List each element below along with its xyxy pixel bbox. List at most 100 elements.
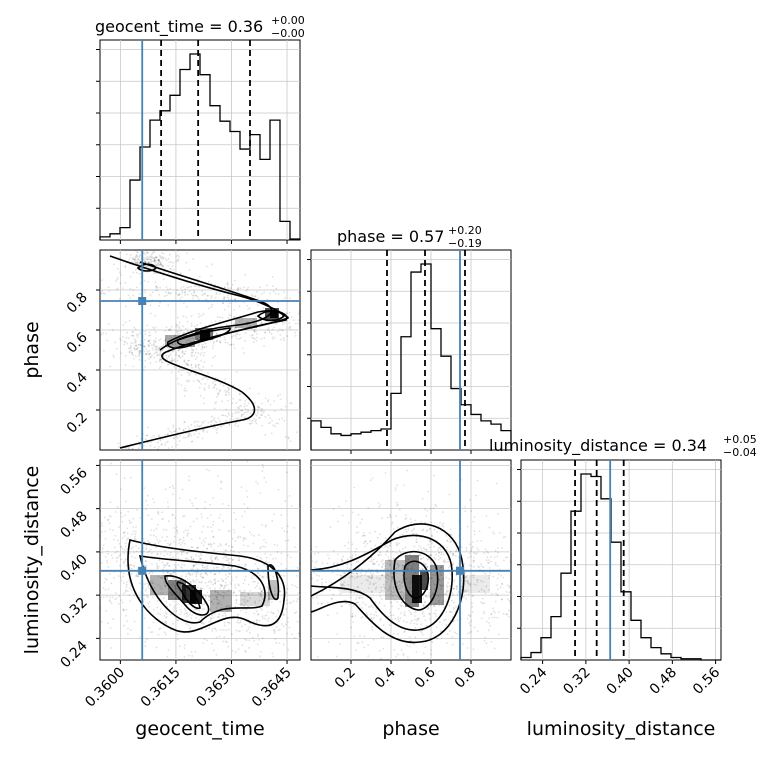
sample-point — [204, 568, 207, 571]
sample-point — [290, 402, 293, 405]
sample-point — [471, 605, 474, 608]
sample-point — [161, 345, 163, 348]
sample-point — [430, 577, 433, 580]
sample-point — [196, 507, 199, 510]
sample-point — [198, 618, 201, 621]
sample-point — [94, 573, 96, 575]
sample-point — [204, 559, 207, 562]
sample-point — [219, 513, 222, 516]
sample-point — [100, 298, 101, 301]
sample-point — [219, 341, 222, 344]
density-cell — [200, 330, 210, 340]
sample-point — [332, 563, 335, 566]
sample-point — [277, 395, 279, 397]
sample-point — [146, 324, 149, 327]
sample-point — [249, 324, 252, 327]
sample-point — [373, 562, 376, 565]
sample-point — [274, 586, 276, 589]
sample-point — [456, 588, 458, 591]
sample-point — [221, 414, 223, 417]
sample-point — [190, 371, 192, 374]
sample-point — [398, 564, 401, 567]
sample-point — [434, 558, 437, 561]
sample-point — [203, 402, 206, 405]
sample-point — [360, 582, 363, 585]
sample-point — [182, 539, 185, 542]
sample-point — [235, 602, 238, 605]
sample-point — [392, 542, 394, 544]
sample-point — [199, 322, 202, 325]
sample-point — [132, 365, 135, 368]
sample-point — [206, 431, 209, 433]
sample-point — [455, 574, 458, 577]
sample-point — [156, 354, 158, 357]
sample-point — [143, 350, 146, 353]
sample-point — [246, 506, 249, 509]
sample-point — [228, 562, 231, 565]
sample-point — [151, 291, 154, 294]
sample-point — [330, 455, 332, 457]
sample-point — [111, 529, 114, 532]
sample-point — [381, 574, 384, 577]
sample-point — [252, 620, 255, 623]
sample-point — [417, 618, 420, 621]
sample-point — [183, 612, 186, 615]
sample-point — [370, 577, 373, 579]
sample-point — [303, 565, 305, 567]
sample-point — [372, 617, 375, 619]
sample-point — [139, 344, 142, 347]
sample-point — [614, 575, 616, 577]
sample-point — [287, 436, 290, 439]
sample-point — [480, 588, 483, 591]
sample-point — [227, 559, 229, 562]
sample-point — [134, 259, 136, 261]
sample-point — [125, 583, 128, 586]
sample-point — [257, 592, 260, 595]
sample-point — [194, 294, 197, 297]
sample-point — [134, 341, 137, 344]
sample-point — [184, 350, 187, 353]
sample-point — [258, 638, 260, 641]
sample-point — [281, 527, 284, 529]
sample-point — [456, 619, 459, 621]
sample-point — [244, 602, 247, 604]
truth-marker — [138, 566, 147, 575]
sample-point — [381, 566, 383, 569]
sample-point — [158, 260, 161, 263]
sample-point — [216, 392, 219, 395]
sample-point — [267, 619, 269, 622]
sample-point — [218, 587, 221, 590]
sample-point — [116, 277, 119, 279]
sample-point — [419, 547, 422, 549]
sample-point — [412, 528, 415, 531]
sample-point — [170, 573, 172, 575]
sample-point — [159, 345, 162, 348]
sample-point — [152, 497, 154, 500]
sample-point — [301, 564, 303, 566]
sample-point — [165, 354, 168, 357]
sample-point — [273, 513, 276, 516]
sample-point — [265, 565, 268, 568]
sample-point — [185, 362, 188, 365]
sample-point — [228, 561, 230, 563]
sample-point — [154, 331, 157, 333]
sample-point — [91, 569, 93, 571]
sample-point — [234, 586, 237, 589]
sample-point — [391, 605, 394, 608]
sample-point — [147, 596, 149, 599]
sample-point — [211, 263, 214, 266]
sample-point — [215, 653, 218, 656]
sample-point — [452, 554, 454, 557]
sample-point — [162, 252, 165, 255]
sample-point — [211, 642, 213, 645]
sample-point — [402, 547, 404, 550]
sample-point — [84, 633, 86, 635]
sample-point — [450, 534, 453, 537]
sample-point — [255, 339, 258, 342]
sample-point — [131, 261, 133, 263]
sample-point — [183, 644, 186, 647]
sample-point — [249, 307, 251, 310]
sample-point — [143, 583, 146, 586]
sample-point — [175, 260, 178, 263]
sample-point — [201, 290, 204, 293]
